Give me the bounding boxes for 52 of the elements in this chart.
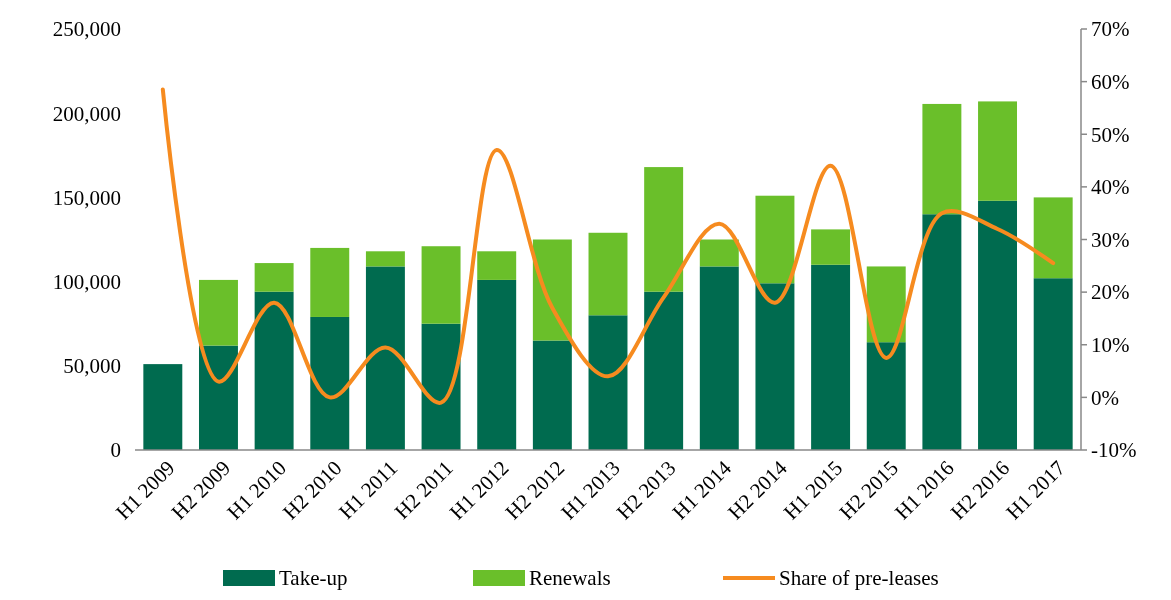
y-tick-label: 100,000 [52, 269, 121, 294]
legend-label: Renewals [529, 566, 611, 591]
bar [421, 323, 461, 450]
bar [978, 101, 1018, 201]
bar [588, 315, 628, 450]
bar [755, 195, 795, 284]
legend-label: Take-up [279, 566, 348, 591]
bar [254, 291, 294, 450]
bar [143, 364, 183, 450]
bar [310, 247, 350, 317]
y2-tick-label: 60% [1091, 69, 1130, 94]
bar [254, 263, 294, 292]
bar [1033, 278, 1073, 450]
y2-tick-label: 30% [1091, 227, 1130, 252]
bar [365, 266, 405, 450]
bar [644, 167, 684, 292]
bar [866, 266, 906, 343]
y2-tick-label: 50% [1091, 122, 1130, 147]
bar [532, 239, 572, 341]
y-tick-label: 250,000 [52, 17, 121, 42]
bar [922, 214, 962, 450]
y2-tick-label: -10% [1091, 438, 1137, 463]
bar [198, 279, 238, 346]
bar [922, 103, 962, 215]
bar [811, 264, 851, 450]
y-tick-label: 50,000 [63, 354, 121, 379]
y-tick-label: 0 [110, 438, 121, 463]
y2-tick-label: 70% [1091, 17, 1130, 42]
bar [978, 200, 1018, 450]
bar [198, 345, 238, 450]
bar [532, 340, 572, 450]
y2-tick-label: 0% [1091, 385, 1119, 410]
y2-tick-label: 20% [1091, 280, 1130, 305]
bar [421, 246, 461, 324]
bar [588, 232, 628, 316]
bar [365, 251, 405, 267]
bar [310, 316, 350, 450]
bar [644, 291, 684, 450]
line-series [160, 87, 1056, 405]
bar [1033, 197, 1073, 279]
y2-tick-label: 40% [1091, 175, 1130, 200]
y2-tick-label: 10% [1091, 333, 1130, 358]
bar [811, 229, 851, 265]
bar [755, 283, 795, 450]
bar [477, 279, 517, 450]
bar [866, 342, 906, 450]
bar [699, 239, 739, 267]
legend-label: Share of pre-leases [779, 566, 939, 591]
y-tick-label: 150,000 [52, 185, 121, 210]
bar [699, 266, 739, 450]
y-tick-label: 200,000 [52, 101, 121, 126]
bar [477, 251, 517, 280]
